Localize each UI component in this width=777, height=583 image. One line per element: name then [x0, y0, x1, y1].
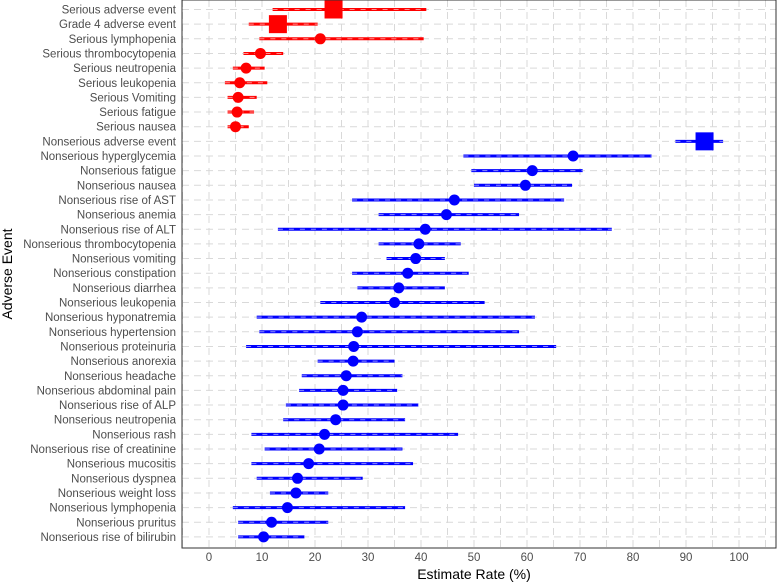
estimate-point — [440, 209, 452, 221]
category-label: Grade 4 adverse event — [59, 19, 177, 31]
estimate-point — [389, 297, 400, 308]
category-label: Serious fatigue — [99, 107, 176, 119]
category-label: Serious Vomiting — [90, 92, 176, 104]
estimate-point — [290, 487, 302, 499]
estimate-point — [337, 384, 349, 396]
grid — [182, 0, 776, 548]
estimate-square — [268, 15, 287, 34]
x-axis-title: Estimate Rate (%) — [417, 566, 531, 582]
category-label: Serious leukopenia — [78, 78, 176, 90]
estimate-point — [337, 399, 349, 411]
estimate-point — [230, 121, 241, 133]
category-label: Nonserious anorexia — [71, 356, 177, 368]
category-label: Serious lymphopenia — [69, 34, 177, 46]
category-label: Nonserious fatigue — [80, 166, 176, 178]
x-tick-label: 50 — [468, 552, 481, 564]
estimate-point — [567, 150, 579, 162]
x-tick-label: 10 — [256, 552, 269, 564]
estimate-point — [347, 355, 359, 367]
category-label: Nonserious abdominal pain — [37, 385, 176, 397]
category-label: Nonserious thrombocytopenia — [23, 239, 176, 251]
category-label: Nonserious pruritus — [76, 517, 176, 529]
x-tick-label: 60 — [521, 552, 534, 564]
y-axis-title: Adverse Event — [0, 228, 15, 319]
estimate-point — [258, 531, 270, 543]
x-tick-label: 0 — [206, 552, 212, 564]
category-label: Nonserious rise of creatinine — [30, 444, 176, 456]
x-tick-label: 20 — [309, 552, 322, 564]
estimate-point — [526, 165, 538, 177]
x-tick-label: 90 — [680, 552, 693, 564]
category-label: Nonserious rise of AST — [58, 195, 176, 207]
estimate-point — [303, 458, 315, 470]
category-label: Serious nausea — [96, 122, 177, 134]
estimate-point — [281, 502, 293, 514]
estimate-point — [340, 370, 352, 382]
category-label: Nonserious rise of ALP — [59, 400, 176, 412]
category-label: Nonserious constipation — [53, 268, 176, 280]
estimate-square — [695, 132, 714, 151]
estimate-point — [313, 443, 325, 455]
estimate-point — [292, 472, 304, 484]
estimate-point — [413, 238, 425, 250]
x-tick-label: 70 — [574, 552, 587, 564]
category-label: Nonserious leukopenia — [59, 298, 177, 310]
category-label: Nonserious hyponatremia — [45, 312, 177, 324]
category-label: Nonserious hypertension — [49, 327, 176, 339]
estimate-point — [231, 106, 243, 118]
x-tick-labels: 0 10 20 30 40 50 60 70 80 90 100 — [206, 552, 749, 564]
estimate-point — [393, 282, 405, 294]
category-label: Nonserious rash — [92, 429, 176, 441]
estimate-point — [419, 223, 431, 235]
category-label: Nonserious vomiting — [72, 254, 176, 266]
category-label: Nonserious rise of bilirubin — [40, 532, 176, 544]
estimate-point — [232, 91, 244, 103]
x-tick-label: 40 — [415, 552, 428, 564]
estimate-point — [240, 62, 252, 74]
category-label: Nonserious weight loss — [58, 488, 177, 500]
category-label: Nonserious lymphopenia — [49, 503, 176, 515]
category-label: Nonserious neutropenia — [54, 415, 177, 427]
category-labels: Serious adverse event Grade 4 adverse eve… — [23, 5, 177, 544]
estimate-point — [314, 33, 326, 45]
estimate-point — [356, 311, 368, 323]
estimate-square — [324, 0, 343, 19]
category-label: Nonserious hyperglycemia — [40, 151, 176, 163]
estimate-point — [410, 253, 422, 265]
x-tick-label: 30 — [362, 552, 375, 564]
x-tick-label: 80 — [627, 552, 640, 564]
estimate-point — [448, 194, 460, 206]
estimate-point — [330, 414, 342, 426]
estimate-point — [351, 326, 363, 338]
category-label: Nonserious mucositis — [67, 459, 177, 471]
estimate-point — [234, 77, 246, 89]
category-label: Nonserious nausea — [77, 180, 177, 192]
point-estimates — [230, 0, 714, 543]
category-label: Nonserious rise of ALT — [61, 224, 176, 236]
panel-border — [181, 0, 777, 549]
category-label: Nonserious anemia — [77, 210, 177, 222]
category-label: Nonserious headache — [64, 371, 176, 383]
category-label: Nonserious proteinuria — [60, 341, 176, 353]
category-label: Nonserious adverse event — [42, 136, 176, 148]
estimate-point — [519, 179, 531, 191]
estimate-point — [348, 340, 360, 352]
category-label: Nonserious dyspnea — [71, 473, 176, 485]
category-label: Nonserious diarrhea — [72, 283, 176, 295]
category-label: Serious thrombocytopenia — [42, 48, 176, 60]
estimate-point — [266, 516, 278, 528]
estimate-point — [254, 47, 266, 59]
estimate-point — [319, 428, 331, 440]
category-label: Serious adverse event — [62, 5, 177, 17]
category-label: Serious neutropenia — [73, 63, 177, 75]
estimate-point — [402, 267, 414, 279]
x-tick-label: 100 — [729, 552, 748, 564]
